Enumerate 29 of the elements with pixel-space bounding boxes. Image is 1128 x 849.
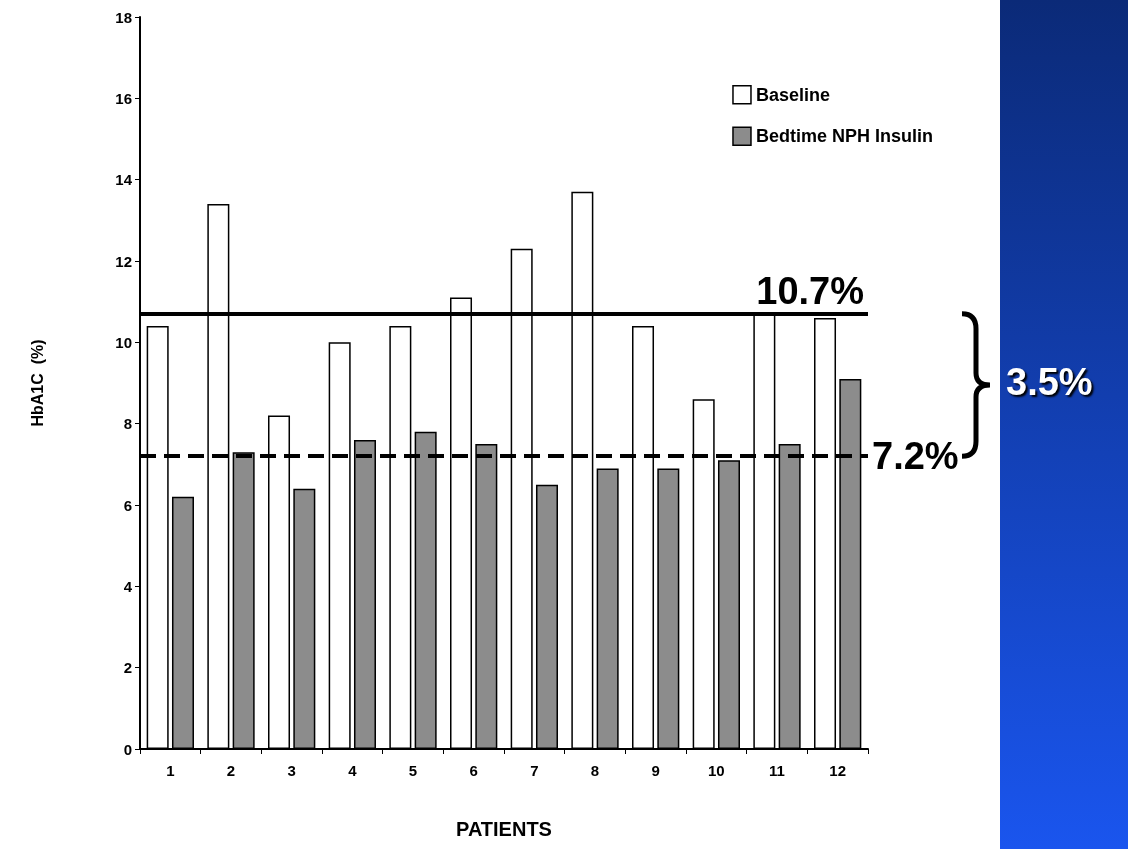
y-tick-label: 0 — [123, 740, 132, 758]
x-tick-label: 6 — [469, 762, 478, 779]
ref-line-label: 7.2% — [872, 435, 959, 478]
y-tick-label: 4 — [123, 577, 133, 595]
y-tick-label: 16 — [115, 89, 132, 107]
x-tick-label: 11 — [769, 762, 785, 779]
x-tick-label: 1 — [166, 762, 175, 779]
x-tick-label: 8 — [590, 762, 600, 779]
legend-label: Baseline — [755, 84, 831, 105]
y-tick-label: 14 — [115, 171, 133, 189]
y-tick-label: 10 — [115, 333, 132, 351]
y-tick-label: 12 — [115, 252, 132, 270]
y-tick-label: 8 — [123, 415, 132, 433]
x-tick-label: 7 — [530, 762, 539, 779]
y-tick-label: 18 — [115, 8, 132, 26]
x-tick-label: 12 — [829, 762, 847, 779]
x-axis-title: PATIENTS — [456, 818, 552, 840]
x-tick-label: 4 — [348, 762, 358, 779]
x-tick-label: 9 — [651, 762, 660, 779]
x-tick-label: 10 — [707, 762, 725, 779]
x-tick-label: 3 — [287, 762, 296, 779]
y-tick-label: 2 — [123, 659, 132, 677]
y-axis-title: HbA1C (%) — [28, 339, 46, 427]
x-tick-label: 5 — [408, 762, 418, 779]
x-tick-label: 2 — [226, 762, 236, 779]
legend-label: Bedtime NPH Insulin — [755, 126, 934, 147]
y-tick-label: 6 — [123, 496, 132, 514]
ref-line-label: 10.7% — [756, 269, 864, 312]
text: 3.5% — [1006, 361, 1093, 405]
